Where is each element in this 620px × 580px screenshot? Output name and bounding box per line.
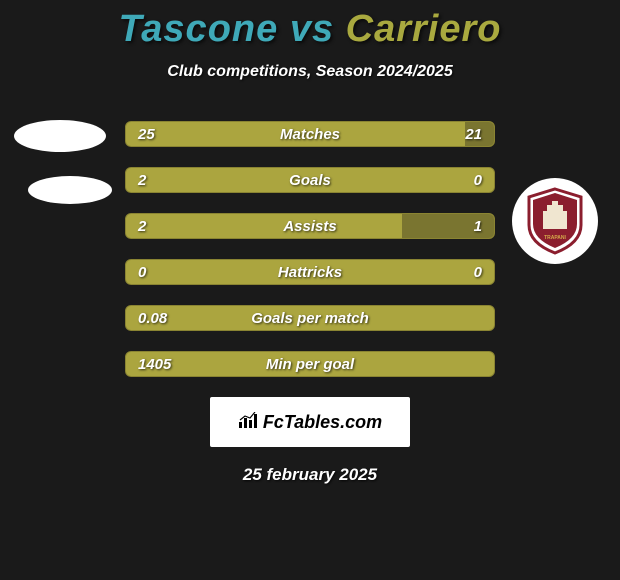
stat-label: Assists (126, 214, 494, 238)
stat-row: 20Goals (125, 167, 495, 193)
title-vs: vs (290, 8, 334, 50)
stat-row: 0.08Goals per match (125, 305, 495, 331)
team-badge-right: TRAPANI (512, 178, 598, 264)
stat-label: Goals per match (126, 306, 494, 330)
date-label: 25 february 2025 (0, 465, 620, 485)
crest-text: TRAPANI (544, 235, 566, 241)
stat-row: 21Assists (125, 213, 495, 239)
team-badge-left-1 (14, 120, 106, 152)
stat-label: Min per goal (126, 352, 494, 376)
page-title: Tascone vs Carriero (0, 0, 620, 51)
subtitle: Club competitions, Season 2024/2025 (0, 63, 620, 81)
stat-label: Hattricks (126, 260, 494, 284)
stat-label: Goals (126, 168, 494, 192)
stat-row: 1405Min per goal (125, 351, 495, 377)
title-player-left: Tascone (118, 8, 278, 50)
stats-table: 2521Matches 20Goals 21Assists 00Hattricks 0.… (125, 121, 495, 377)
title-player-right: Carriero (346, 8, 502, 50)
chart-icon (238, 412, 258, 433)
brand-badge[interactable]: FcTables.com (210, 397, 410, 447)
crest-icon: TRAPANI (525, 187, 585, 255)
brand-text: FcTables.com (263, 412, 382, 433)
stat-label: Matches (126, 122, 494, 146)
stat-row: 2521Matches (125, 121, 495, 147)
team-badge-left-2 (28, 176, 112, 204)
stat-row: 00Hattricks (125, 259, 495, 285)
